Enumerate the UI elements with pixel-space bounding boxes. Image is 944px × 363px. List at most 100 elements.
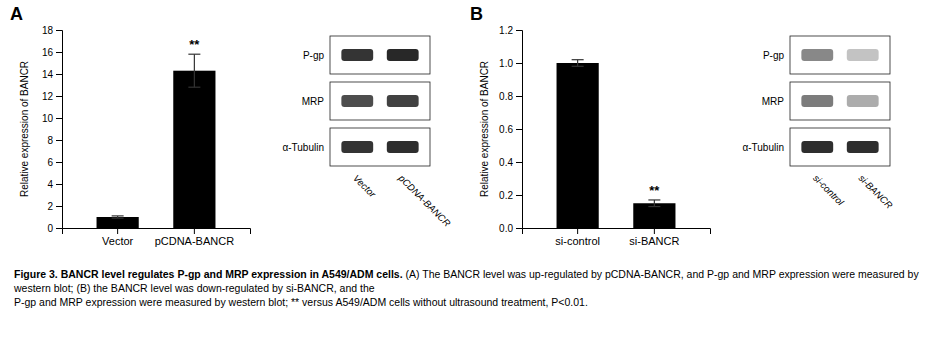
blot-band <box>341 49 373 61</box>
x-tick-mark <box>654 228 655 234</box>
y-tick-mark <box>56 74 62 75</box>
western-blot: P-gpMRPα-TubulinVectorpCDNA-BANCR <box>282 36 453 229</box>
blot-box <box>330 128 430 166</box>
error-bar-cap <box>572 66 584 67</box>
panel: 0.00.20.40.60.81.01.2si-controlsi-BANCRR… <box>470 4 895 247</box>
bar <box>173 71 215 228</box>
x-tick: si-control <box>555 228 600 247</box>
blot-band <box>801 95 833 107</box>
y-tick: 12 <box>42 91 62 102</box>
y-tick-mark <box>516 195 522 196</box>
y-tick-mark <box>516 129 522 130</box>
error-bar-cap <box>648 206 660 207</box>
y-tick-mark <box>56 228 62 229</box>
y-tick: 0.6 <box>499 124 522 135</box>
caption-line: P-gp and MRP expression were measured by… <box>14 296 588 308</box>
blot-lane-label: si-BANCR <box>857 172 895 210</box>
y-tick-label: 6 <box>47 157 53 168</box>
y-tick: 6 <box>47 157 62 168</box>
caption-text: Figure 3. BANCR level regulates P-gp and… <box>14 268 403 280</box>
x-tick: Vector <box>102 228 134 247</box>
y-tick-mark <box>56 140 62 141</box>
blot-band <box>801 141 833 153</box>
blot-band <box>387 49 419 61</box>
panel-label: A <box>10 4 23 24</box>
blot-band <box>387 95 419 107</box>
y-axis: 0.00.20.40.60.81.01.2 <box>499 25 522 234</box>
blot-row-label: P-gp <box>303 50 325 61</box>
error-bar-cap <box>112 215 124 216</box>
y-tick-label: 0.0 <box>499 223 513 234</box>
y-tick-mark <box>56 184 62 185</box>
y-tick-label: 4 <box>47 179 53 190</box>
x-axis-line <box>63 229 251 235</box>
x-tick: si-BANCR <box>629 228 679 247</box>
y-tick-mark <box>516 30 522 31</box>
blot-box <box>790 128 890 166</box>
caption-text: (A) The BANCR level was up-regulated by … <box>403 268 920 280</box>
x-tick-mark <box>194 228 195 234</box>
x-tick-label: si-BANCR <box>629 235 679 247</box>
x-tick: pCDNA-BANCR <box>155 228 235 247</box>
y-tick-label: 1.0 <box>499 58 513 69</box>
panel-label: B <box>470 4 483 24</box>
y-tick-label: 12 <box>42 91 54 102</box>
y-tick-label: 0.4 <box>499 157 513 168</box>
blot-box <box>790 82 890 120</box>
x-tick-label: Vector <box>102 235 134 247</box>
y-tick-label: 0.8 <box>499 91 513 102</box>
error-bar-cap <box>572 59 584 60</box>
y-tick-mark <box>516 228 522 229</box>
y-tick: 8 <box>47 135 62 146</box>
y-tick: 10 <box>42 113 62 124</box>
y-axis-line <box>56 31 63 229</box>
x-tick-label: pCDNA-BANCR <box>155 235 235 247</box>
y-tick: 2 <box>47 201 62 212</box>
x-axis-line <box>523 229 711 235</box>
y-tick-label: 8 <box>47 135 53 146</box>
error-bar-cap <box>112 218 124 219</box>
y-tick-label: 0 <box>47 223 53 234</box>
y-tick: 0.4 <box>499 157 522 168</box>
y-tick-label: 18 <box>42 25 54 36</box>
blot-row-label: MRP <box>762 96 785 107</box>
blot-box <box>330 82 430 120</box>
blot-band <box>387 141 419 153</box>
caption: Figure 3. BANCR level regulates P-gp and… <box>13 268 919 308</box>
blot-row-label: MRP <box>302 96 325 107</box>
blot-row-label: α-Tubulin <box>742 142 784 153</box>
blot-band <box>847 141 879 153</box>
y-tick-label: 10 <box>42 113 54 124</box>
y-tick: 16 <box>42 47 62 58</box>
plot-area <box>557 60 676 228</box>
y-tick-mark <box>56 118 62 119</box>
y-tick-mark <box>56 30 62 31</box>
y-tick: 1.0 <box>499 58 522 69</box>
y-tick-label: 1.2 <box>499 25 513 36</box>
blot-band <box>341 141 373 153</box>
bar <box>557 63 599 228</box>
y-tick-label: 16 <box>42 47 54 58</box>
bar <box>633 203 675 228</box>
y-tick: 14 <box>42 69 62 80</box>
error-bar <box>654 200 655 207</box>
y-axis: 0 2 4 6 8 10 12 14 16 18 <box>42 25 63 234</box>
annotation: ** <box>189 37 200 52</box>
blot-band <box>341 95 373 107</box>
y-tick: 4 <box>47 179 62 190</box>
x-tick-mark <box>117 228 118 234</box>
y-tick-mark <box>56 52 62 53</box>
y-tick: 0 <box>47 223 62 234</box>
blot-band <box>801 49 833 61</box>
y-tick: 0.8 <box>499 91 522 102</box>
y-tick-mark <box>516 162 522 163</box>
western-blot: P-gpMRPα-Tubulinsi-controlsi-BANCR <box>742 36 895 211</box>
y-tick-mark <box>56 206 62 207</box>
error-bar-cap <box>188 54 200 55</box>
x-axis: Vector pCDNA-BANCR <box>63 228 251 247</box>
caption-text: western blot; (B) the BANCR level was do… <box>13 282 375 294</box>
plot-area <box>97 54 216 228</box>
blot-box <box>790 36 890 74</box>
y-tick-mark <box>516 96 522 97</box>
annotation: ** <box>649 183 660 198</box>
